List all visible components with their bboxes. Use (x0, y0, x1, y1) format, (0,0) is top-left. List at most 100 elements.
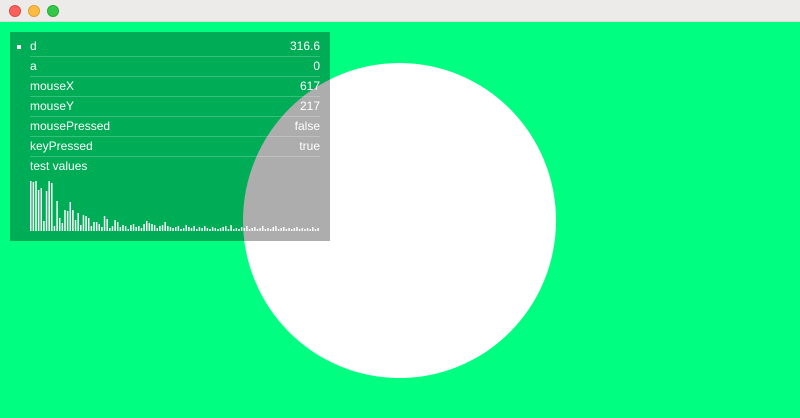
graph-bar (301, 228, 303, 231)
graph-bar (296, 227, 298, 231)
graph-bar (48, 181, 50, 231)
graph-bar (238, 229, 240, 231)
graph-bar (164, 222, 166, 231)
graph-bar (285, 229, 288, 231)
graph-bar (246, 226, 248, 231)
graph-bar (280, 228, 282, 231)
graph-bar (248, 229, 251, 231)
graph-bar (90, 226, 93, 231)
graph-bar (119, 227, 122, 231)
graph-bar (77, 213, 79, 231)
graph-bar (180, 229, 182, 231)
graph-bar (88, 218, 90, 231)
graph-bar (53, 226, 56, 231)
graph-bar (230, 225, 232, 231)
graph-bar (254, 227, 256, 231)
graph-bar (69, 202, 71, 231)
graph-bar (227, 229, 230, 231)
graph-bar (193, 226, 195, 231)
graph-bar (127, 229, 129, 231)
graph-label: test values (30, 159, 88, 173)
debug-row-value: false (294, 119, 320, 133)
graph-bar (243, 228, 245, 231)
graph-bar (288, 228, 290, 231)
debug-row-value: 617 (299, 79, 320, 93)
graph-bar (56, 201, 58, 231)
graph-bar (259, 228, 261, 231)
debug-row-label: keyPressed (30, 139, 93, 153)
graph-bar (80, 225, 82, 231)
graph-bar (211, 227, 214, 231)
debug-row-mousey: mouseY 217 (30, 97, 320, 117)
graph-bar (172, 228, 174, 231)
debug-row-value: 217 (299, 99, 320, 113)
debug-row-label: mouseY (30, 99, 75, 113)
graph-bar (312, 227, 314, 231)
graph-bar (156, 228, 158, 231)
graph-bar (30, 181, 32, 231)
graph-bar (206, 228, 209, 231)
debug-row-keypressed: keyPressed true (30, 137, 320, 157)
graph-bar (304, 229, 306, 231)
graph-bar (314, 229, 317, 231)
collapse-bullet-icon[interactable] (17, 45, 21, 49)
debug-panel[interactable]: d 316.6 a 0 mouseX 617 mouseY 217 mouseP… (10, 32, 330, 241)
graph-bar (291, 229, 293, 231)
graph-bar (132, 224, 135, 231)
graph-bar (201, 228, 203, 231)
zoom-window-button[interactable] (47, 5, 59, 17)
graph-bar (111, 226, 114, 231)
test-values-graph (30, 181, 319, 231)
debug-row-label: mousePressed (30, 119, 111, 133)
graph-bar (148, 223, 151, 231)
debug-row-mousex: mouseX 617 (30, 77, 320, 97)
graph-bar (72, 210, 74, 231)
graph-bar (283, 227, 285, 231)
minimize-window-button[interactable] (28, 5, 40, 17)
graph-bar (235, 228, 238, 231)
graph-bar (298, 229, 301, 231)
graph-bar (138, 226, 140, 231)
graph-bar (167, 226, 169, 231)
graph-bar (59, 218, 61, 231)
graph-bar (267, 228, 269, 231)
close-window-button[interactable] (9, 5, 21, 17)
graph-bar (140, 228, 143, 231)
graph-bar (309, 229, 311, 231)
graph-bar (101, 227, 103, 231)
graph-bar (222, 227, 224, 231)
white-circle (243, 63, 556, 378)
graph-bar (135, 227, 137, 231)
graph-bar (106, 219, 108, 231)
graph-bar (64, 210, 66, 231)
graph-bar (35, 181, 37, 231)
graph-bar (146, 221, 148, 231)
title-bar (0, 0, 800, 22)
graph-bar (275, 226, 277, 231)
graph-bar (124, 226, 127, 231)
debug-row-mousepressed: mousePressed false (30, 117, 320, 137)
debug-row-d: d 316.6 (30, 37, 320, 57)
graph-bar (37, 190, 40, 231)
sketch-canvas[interactable]: d 316.6 a 0 mouseX 617 mouseY 217 mouseP… (0, 22, 800, 418)
graph-bar (98, 224, 100, 231)
graph-bar (93, 222, 95, 231)
graph-bar (272, 227, 274, 231)
graph-bar (185, 225, 187, 231)
graph-bar (66, 211, 69, 231)
debug-row-label: mouseX (30, 79, 75, 93)
graph-bar (209, 229, 211, 231)
graph-bar (95, 222, 98, 231)
graph-bar (117, 222, 119, 231)
graph-bar (264, 229, 267, 231)
graph-bar (114, 220, 116, 231)
graph-bar (204, 226, 206, 231)
graph-bar (122, 225, 124, 231)
graph-bar (217, 229, 219, 231)
graph-bar (256, 229, 259, 231)
graph-bar (61, 223, 64, 231)
graph-bar (130, 225, 132, 231)
graph-bar (175, 227, 177, 231)
graph-bar (240, 227, 243, 231)
